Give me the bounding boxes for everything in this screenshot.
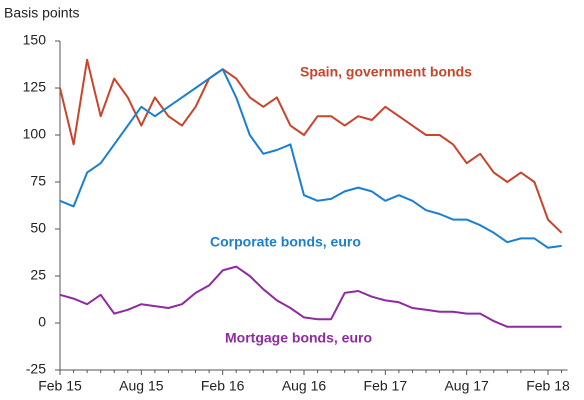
series-line [59, 265, 562, 328]
x-tick-label: Feb 18 [526, 378, 570, 394]
y-tick-label: 0 [38, 314, 46, 330]
x-tick-label: Feb 17 [364, 378, 408, 394]
y-axis-label: Basis points [4, 5, 79, 21]
x-tick-label: Feb 16 [201, 378, 245, 394]
y-tick-label: 100 [23, 126, 47, 142]
series-label: Spain, government bonds [300, 64, 472, 80]
x-tick-label: Aug 16 [282, 378, 327, 394]
x-tick-label: Aug 17 [444, 378, 489, 394]
y-tick-label: 75 [30, 173, 46, 189]
x-tick-label: Aug 15 [119, 378, 164, 394]
series-label: Mortgage bonds, euro [225, 330, 372, 346]
y-tick-label: 150 [23, 32, 47, 48]
series-label: Corporate bonds, euro [210, 234, 361, 250]
y-tick-label: 50 [30, 220, 46, 236]
y-tick-label: -25 [26, 361, 46, 377]
series-line [59, 58, 563, 234]
x-tick-label: Feb 15 [38, 378, 82, 394]
series-line [59, 68, 562, 249]
y-tick-label: 125 [23, 79, 47, 95]
y-tick-label: 25 [30, 267, 46, 283]
